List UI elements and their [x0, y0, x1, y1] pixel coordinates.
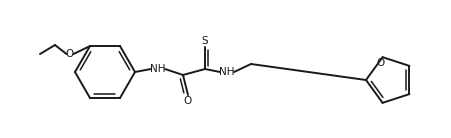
Text: O: O	[184, 96, 192, 106]
Text: O: O	[66, 49, 74, 59]
Text: O: O	[376, 58, 384, 68]
Text: NH: NH	[150, 64, 166, 74]
Text: S: S	[201, 36, 208, 46]
Text: NH: NH	[219, 67, 234, 77]
